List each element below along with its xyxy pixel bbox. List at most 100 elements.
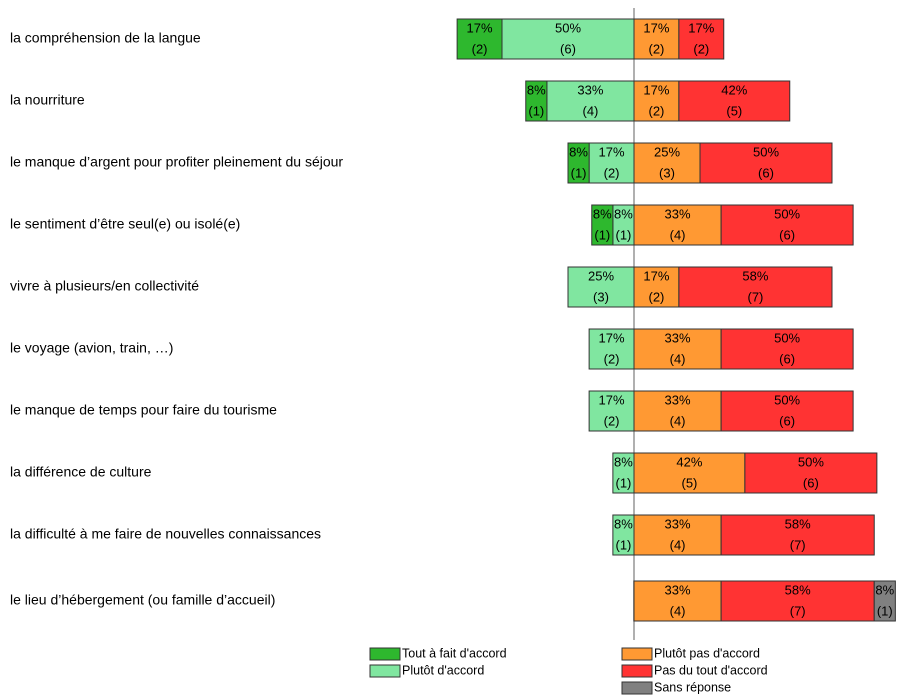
bar-segment (591, 204, 614, 246)
count-label: (4) (670, 351, 686, 366)
value-label: 17% (599, 330, 625, 345)
bar-segment (633, 142, 701, 184)
bar-segment (633, 580, 722, 622)
count-label: (6) (779, 227, 795, 242)
count-label: (4) (670, 603, 686, 618)
count-label: (2) (472, 41, 488, 56)
count-label: (2) (604, 413, 620, 428)
bar-segment (633, 80, 680, 122)
bar-segment (678, 266, 833, 308)
bar-segment (456, 18, 503, 60)
count-label: (1) (615, 537, 631, 552)
value-label: 33% (665, 330, 691, 345)
bar-segment (720, 328, 854, 370)
bar-segment (699, 142, 833, 184)
value-label: 33% (577, 82, 603, 97)
value-label: 8% (527, 82, 546, 97)
value-label: 8% (614, 206, 633, 221)
legend-label: Tout à fait d'accord (402, 646, 507, 660)
legend-swatch (621, 647, 653, 661)
value-label: 58% (785, 516, 811, 531)
count-label: (2) (648, 103, 664, 118)
count-label: (1) (571, 165, 587, 180)
category-label: le sentiment d’être seul(e) ou isolé(e) (10, 216, 240, 232)
legend-label: Pas du tout d'accord (654, 663, 768, 677)
legend-label: Plutôt d'accord (402, 663, 484, 677)
value-label: 58% (742, 268, 768, 283)
legend-swatch (369, 647, 401, 661)
count-label: (6) (803, 475, 819, 490)
category-label: la nourriture (10, 92, 85, 108)
category-label: le voyage (avion, train, …) (10, 340, 173, 356)
count-label: (1) (528, 103, 544, 118)
value-label: 17% (599, 144, 625, 159)
value-label: 17% (643, 82, 669, 97)
value-label: 42% (721, 82, 747, 97)
value-label: 50% (774, 392, 800, 407)
bar-segment (588, 390, 635, 432)
count-label: (1) (877, 603, 893, 618)
legend-label: Sans réponse (654, 680, 731, 694)
bar-segment (588, 328, 635, 370)
count-label: (4) (670, 413, 686, 428)
value-label: 17% (688, 20, 714, 35)
bar-segment (678, 18, 725, 60)
bar-segment (633, 390, 722, 432)
value-label: 17% (643, 20, 669, 35)
value-label: 50% (798, 454, 824, 469)
category-label: le manque de temps pour faire du tourism… (10, 402, 277, 418)
value-label: 25% (654, 144, 680, 159)
value-label: 8% (614, 516, 633, 531)
count-label: (2) (693, 41, 709, 56)
count-label: (7) (790, 537, 806, 552)
value-label: 33% (665, 392, 691, 407)
legend-swatch (621, 664, 653, 678)
count-label: (4) (582, 103, 598, 118)
bar-segment (525, 80, 548, 122)
value-label: 50% (774, 206, 800, 221)
value-label: 17% (599, 392, 625, 407)
value-label: 58% (785, 582, 811, 597)
value-label: 17% (467, 20, 493, 35)
count-label: (4) (670, 227, 686, 242)
legend-label: Plutôt pas d'accord (654, 646, 760, 660)
value-label: 8% (875, 582, 894, 597)
value-label: 50% (555, 20, 581, 35)
bar-segment (567, 142, 590, 184)
count-label: (2) (604, 351, 620, 366)
bar-segment (720, 390, 854, 432)
count-label: (6) (758, 165, 774, 180)
count-label: (1) (594, 227, 610, 242)
bar-segment (720, 204, 854, 246)
bar-segment (633, 328, 722, 370)
count-label: (3) (659, 165, 675, 180)
value-label: 8% (593, 206, 612, 221)
category-label: la différence de culture (10, 464, 152, 480)
category-label: le lieu d’hébergement (ou famille d’accu… (10, 592, 275, 608)
value-label: 33% (665, 582, 691, 597)
count-label: (4) (670, 537, 686, 552)
count-label: (7) (747, 289, 763, 304)
count-label: (1) (615, 475, 631, 490)
value-label: 42% (676, 454, 702, 469)
count-label: (6) (779, 351, 795, 366)
bar-segment (720, 580, 875, 622)
value-label: 50% (774, 330, 800, 345)
bar-segment (633, 18, 680, 60)
bar-segment (567, 266, 635, 308)
category-label: vivre à plusieurs/en collectivité (10, 278, 199, 294)
count-label: (2) (648, 41, 664, 56)
count-label: (1) (615, 227, 631, 242)
bar-segment (873, 580, 896, 622)
value-label: 33% (665, 516, 691, 531)
bar-segment (633, 204, 722, 246)
bar-segment (720, 514, 875, 556)
count-label: (6) (779, 413, 795, 428)
value-label: 33% (665, 206, 691, 221)
bar-segment (633, 266, 680, 308)
count-label: (3) (593, 289, 609, 304)
count-label: (7) (790, 603, 806, 618)
value-label: 8% (614, 454, 633, 469)
count-label: (2) (604, 165, 620, 180)
legend-swatch (621, 681, 653, 695)
